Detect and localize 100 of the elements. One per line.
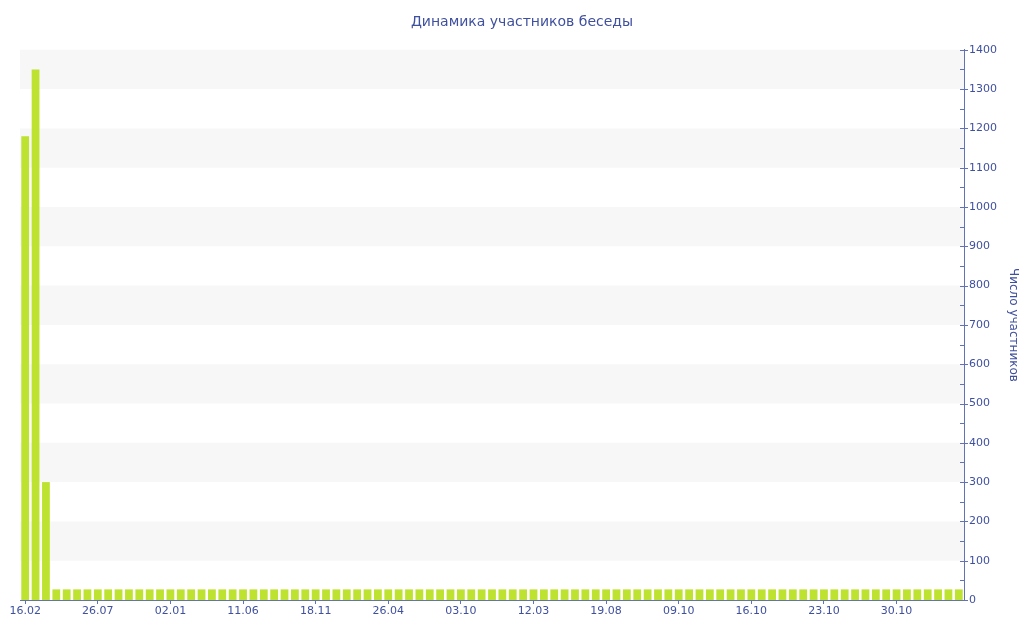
bar xyxy=(270,589,279,600)
bar xyxy=(519,589,528,600)
bar xyxy=(156,589,164,600)
bar xyxy=(239,589,247,600)
bar xyxy=(581,589,590,600)
x-tick-label: 02.01 xyxy=(154,604,187,618)
bar xyxy=(737,589,745,600)
bar xyxy=(394,589,403,600)
bar xyxy=(643,589,652,600)
bar xyxy=(384,589,393,600)
bar xyxy=(218,589,227,600)
x-tick-label: 03.10 xyxy=(445,604,477,618)
bar xyxy=(31,69,40,600)
bar xyxy=(840,589,849,600)
x-tick-label: 12.03 xyxy=(517,604,550,618)
x-tick-label: 16.10 xyxy=(735,604,768,618)
chart-title: Динамика участников беседы xyxy=(410,13,634,30)
bar xyxy=(498,589,507,600)
x-tick-label: 09.10 xyxy=(662,604,695,618)
bar xyxy=(374,589,382,600)
bar xyxy=(799,589,808,600)
y-tick-label: 900 xyxy=(969,239,990,253)
bar xyxy=(685,589,693,600)
y-tick-label: 700 xyxy=(969,317,990,331)
bar xyxy=(322,589,330,600)
y-tick-label: 600 xyxy=(969,357,990,371)
y-axis-title: Число участников xyxy=(1006,267,1021,382)
bar xyxy=(62,589,71,600)
y-tick-label: 1000 xyxy=(969,199,997,213)
bar xyxy=(73,589,81,600)
y-tick-label: 1200 xyxy=(969,121,997,135)
bar xyxy=(882,589,891,600)
bar xyxy=(954,589,963,600)
y-tick-label: 0 xyxy=(969,592,976,606)
bar xyxy=(892,589,901,600)
bar xyxy=(166,589,175,600)
bar xyxy=(539,589,548,600)
bar xyxy=(705,589,714,600)
bar xyxy=(477,589,486,600)
bar xyxy=(135,589,144,600)
y-tick-label: 1400 xyxy=(969,42,997,56)
x-tick-label: 18.11 xyxy=(299,604,332,618)
bar xyxy=(176,589,185,600)
bar xyxy=(187,589,196,600)
bar xyxy=(467,589,476,600)
bar xyxy=(913,589,922,600)
bar xyxy=(830,589,839,600)
x-tick-label: 11.06 xyxy=(227,604,259,618)
x-tick-label: 26.07 xyxy=(82,604,114,618)
x-tick-label: 23.10 xyxy=(808,604,840,618)
bar xyxy=(145,589,154,600)
bar xyxy=(851,589,859,600)
bar xyxy=(550,589,559,600)
bar xyxy=(934,589,942,600)
bar xyxy=(560,589,569,600)
bar xyxy=(446,589,455,600)
bar xyxy=(612,589,621,600)
bar xyxy=(674,589,683,600)
x-tick-label: 16.02 xyxy=(9,604,41,618)
bar xyxy=(456,589,465,600)
bar xyxy=(259,589,268,600)
bar xyxy=(923,589,932,600)
bar xyxy=(208,589,216,600)
bar xyxy=(944,589,953,600)
bar xyxy=(747,589,756,600)
bar xyxy=(695,589,704,600)
x-tick-label: 26.04 xyxy=(372,604,405,618)
bar xyxy=(591,589,600,600)
bar xyxy=(332,589,341,600)
bar xyxy=(633,589,642,600)
bar xyxy=(664,589,673,600)
y-tick-label: 300 xyxy=(969,474,990,488)
x-tick-label: 19.08 xyxy=(590,604,622,618)
y-tick-label: 1100 xyxy=(969,160,997,174)
bar xyxy=(125,589,133,600)
bar xyxy=(602,589,610,600)
y-tick-label: 800 xyxy=(969,278,990,292)
y-tick-label: 1300 xyxy=(969,81,997,95)
y-tick-label: 200 xyxy=(969,514,990,528)
bar xyxy=(114,589,123,600)
bar xyxy=(768,589,776,600)
y-tick-label: 100 xyxy=(969,553,990,567)
bar xyxy=(809,589,818,600)
bar xyxy=(228,589,237,600)
bar xyxy=(820,589,828,600)
bar xyxy=(301,589,310,600)
bar xyxy=(861,589,870,600)
bar xyxy=(363,589,372,600)
bar xyxy=(311,589,320,600)
bar xyxy=(654,589,662,600)
bar xyxy=(571,589,579,600)
bar xyxy=(757,589,766,600)
bar xyxy=(903,589,911,600)
bar xyxy=(508,589,517,600)
bar xyxy=(21,136,30,600)
bar xyxy=(342,589,351,600)
bar xyxy=(249,589,258,600)
bar xyxy=(871,589,880,600)
bar xyxy=(788,589,797,600)
bar xyxy=(622,589,631,600)
